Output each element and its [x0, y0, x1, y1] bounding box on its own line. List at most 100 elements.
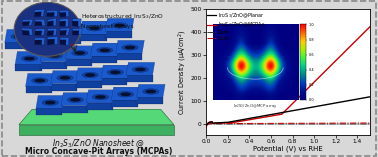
Circle shape	[14, 2, 80, 56]
Polygon shape	[26, 73, 54, 86]
Polygon shape	[47, 21, 54, 26]
Polygon shape	[116, 40, 144, 53]
Ellipse shape	[143, 89, 159, 94]
Ellipse shape	[118, 92, 134, 97]
Ellipse shape	[92, 94, 109, 100]
Polygon shape	[47, 37, 58, 45]
Polygon shape	[35, 31, 42, 35]
Polygon shape	[60, 28, 70, 35]
Ellipse shape	[39, 32, 50, 36]
Polygon shape	[5, 42, 31, 49]
Polygon shape	[22, 21, 30, 26]
Ellipse shape	[85, 73, 96, 77]
Ellipse shape	[57, 75, 73, 81]
Polygon shape	[5, 29, 33, 42]
Text: In$_2$S$_3$/ZnO Nanosheet @: In$_2$S$_3$/ZnO Nanosheet @	[52, 138, 145, 150]
Polygon shape	[60, 38, 69, 45]
Circle shape	[16, 4, 82, 58]
Polygon shape	[22, 28, 33, 35]
Polygon shape	[30, 40, 56, 47]
Polygon shape	[59, 10, 69, 17]
Polygon shape	[60, 30, 67, 35]
Polygon shape	[59, 19, 68, 27]
Text: Nanosheet Arrays: Nanosheet Arrays	[81, 24, 134, 29]
Ellipse shape	[46, 53, 63, 59]
Polygon shape	[15, 64, 42, 71]
Ellipse shape	[61, 28, 77, 34]
Polygon shape	[116, 53, 142, 60]
Polygon shape	[34, 12, 42, 17]
Polygon shape	[36, 108, 62, 115]
Ellipse shape	[14, 35, 25, 38]
Polygon shape	[55, 37, 82, 44]
Ellipse shape	[24, 57, 35, 60]
Polygon shape	[61, 93, 90, 106]
Y-axis label: Current Density (μA/cm$^2$): Current Density (μA/cm$^2$)	[177, 30, 189, 115]
Polygon shape	[46, 10, 57, 17]
Ellipse shape	[97, 47, 113, 53]
Polygon shape	[15, 51, 44, 64]
Ellipse shape	[122, 45, 138, 50]
Polygon shape	[40, 62, 67, 69]
Ellipse shape	[21, 56, 38, 61]
Polygon shape	[72, 21, 78, 27]
Polygon shape	[35, 29, 45, 35]
Text: In$_2$S$_3$/ZnO@MCP array: In$_2$S$_3$/ZnO@MCP array	[233, 102, 278, 110]
Polygon shape	[136, 97, 163, 104]
Ellipse shape	[82, 72, 98, 78]
Polygon shape	[34, 21, 42, 26]
Ellipse shape	[74, 51, 85, 55]
Polygon shape	[111, 87, 140, 100]
Polygon shape	[101, 65, 130, 78]
Polygon shape	[65, 59, 92, 66]
Polygon shape	[86, 90, 115, 103]
Polygon shape	[72, 30, 79, 35]
Polygon shape	[51, 71, 79, 84]
Ellipse shape	[64, 29, 75, 33]
Polygon shape	[101, 78, 127, 85]
Polygon shape	[22, 30, 29, 35]
Ellipse shape	[120, 92, 131, 96]
Ellipse shape	[95, 95, 106, 99]
Polygon shape	[80, 21, 109, 34]
Ellipse shape	[36, 31, 53, 37]
Polygon shape	[35, 40, 42, 45]
Ellipse shape	[34, 79, 45, 82]
Polygon shape	[105, 18, 134, 31]
Polygon shape	[76, 68, 104, 81]
Ellipse shape	[45, 101, 56, 104]
Ellipse shape	[71, 50, 88, 56]
Polygon shape	[111, 100, 138, 107]
Ellipse shape	[114, 24, 125, 27]
Ellipse shape	[42, 100, 59, 105]
Ellipse shape	[132, 67, 149, 72]
Polygon shape	[65, 46, 94, 59]
Ellipse shape	[99, 49, 110, 52]
Ellipse shape	[107, 69, 124, 75]
Polygon shape	[36, 95, 65, 108]
Ellipse shape	[70, 98, 81, 102]
Polygon shape	[91, 56, 117, 63]
Ellipse shape	[32, 78, 48, 83]
Ellipse shape	[112, 23, 128, 28]
Legend: In$_2$S$_3$/ZnO@Planar, In$_2$S$_3$/ZnO@MCPAs, Dark, Dark: In$_2$S$_3$/ZnO@Planar, In$_2$S$_3$/ZnO@…	[207, 10, 265, 41]
Ellipse shape	[86, 25, 103, 31]
Polygon shape	[73, 28, 82, 35]
Ellipse shape	[60, 76, 70, 80]
Ellipse shape	[11, 34, 27, 39]
Polygon shape	[86, 103, 113, 110]
Ellipse shape	[89, 26, 100, 30]
Polygon shape	[26, 86, 52, 93]
Ellipse shape	[110, 70, 121, 74]
X-axis label: Potential (V) vs RHE: Potential (V) vs RHE	[253, 146, 323, 152]
Polygon shape	[61, 106, 88, 113]
Polygon shape	[46, 28, 57, 36]
Text: Micro Concave-Pit Arrays (MCPAs): Micro Concave-Pit Arrays (MCPAs)	[25, 147, 172, 156]
Polygon shape	[55, 24, 84, 37]
Polygon shape	[73, 19, 81, 27]
Polygon shape	[40, 49, 69, 62]
Polygon shape	[19, 125, 174, 135]
Polygon shape	[91, 43, 119, 56]
Ellipse shape	[67, 97, 84, 103]
Polygon shape	[59, 12, 66, 17]
